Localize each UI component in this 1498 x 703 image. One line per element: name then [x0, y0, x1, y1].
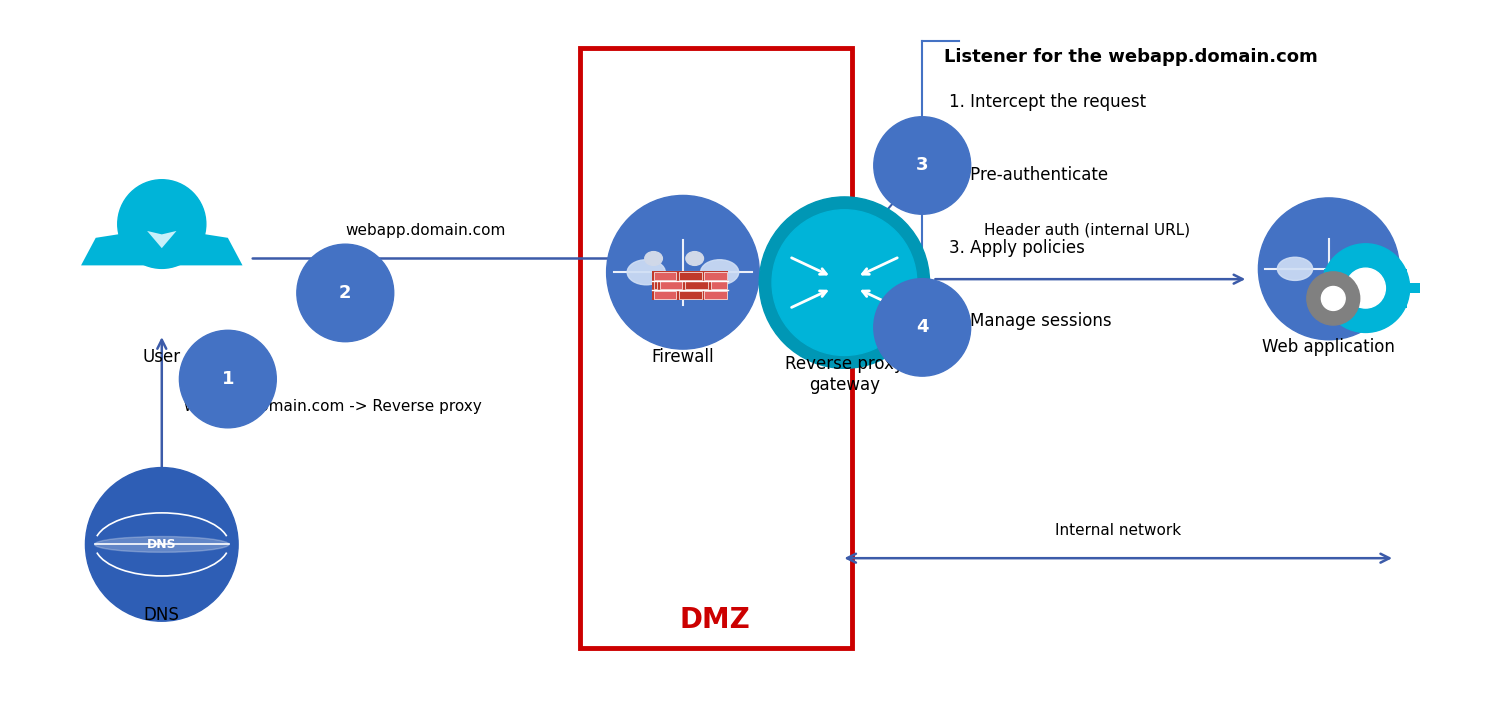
Ellipse shape — [94, 536, 229, 553]
PathPatch shape — [81, 231, 243, 265]
FancyBboxPatch shape — [1324, 269, 1345, 278]
Ellipse shape — [180, 330, 276, 428]
PathPatch shape — [147, 231, 177, 248]
Text: User: User — [142, 348, 181, 366]
FancyBboxPatch shape — [653, 281, 658, 290]
Text: Internal network: Internal network — [1055, 522, 1182, 538]
Ellipse shape — [873, 278, 971, 376]
FancyBboxPatch shape — [712, 281, 727, 290]
Text: 2. Pre-authenticate: 2. Pre-authenticate — [948, 166, 1109, 184]
FancyBboxPatch shape — [652, 271, 728, 299]
Ellipse shape — [1321, 287, 1345, 311]
Text: Firewall: Firewall — [652, 348, 715, 366]
FancyBboxPatch shape — [1387, 298, 1407, 307]
FancyBboxPatch shape — [1311, 283, 1332, 293]
Ellipse shape — [628, 259, 665, 285]
Ellipse shape — [1258, 198, 1399, 340]
Text: webapp.domain.com: webapp.domain.com — [346, 223, 506, 238]
FancyBboxPatch shape — [1387, 269, 1407, 278]
Ellipse shape — [1345, 268, 1386, 308]
Text: Reverse proxy
gateway: Reverse proxy gateway — [785, 355, 903, 394]
Ellipse shape — [1306, 272, 1360, 325]
Text: 4. Manage sessions: 4. Manage sessions — [948, 311, 1112, 330]
FancyBboxPatch shape — [1399, 283, 1420, 293]
Ellipse shape — [686, 252, 704, 265]
Text: 1: 1 — [222, 370, 234, 388]
Text: Web application: Web application — [1263, 337, 1395, 356]
Text: DNS: DNS — [144, 607, 180, 624]
FancyBboxPatch shape — [679, 271, 701, 280]
Ellipse shape — [607, 195, 759, 349]
FancyBboxPatch shape — [1356, 304, 1375, 314]
Text: 1. Intercept the request: 1. Intercept the request — [948, 93, 1146, 111]
Ellipse shape — [771, 209, 917, 356]
Text: DMZ: DMZ — [680, 606, 750, 634]
Text: Header auth (internal URL): Header auth (internal URL) — [984, 223, 1189, 238]
FancyBboxPatch shape — [661, 281, 683, 290]
FancyBboxPatch shape — [704, 291, 727, 299]
Text: Listener for the webapp.domain.com: Listener for the webapp.domain.com — [944, 49, 1318, 66]
Ellipse shape — [1321, 244, 1410, 333]
Text: 2: 2 — [339, 284, 352, 302]
Text: webapp.domain.com -> Reverse proxy: webapp.domain.com -> Reverse proxy — [184, 399, 481, 414]
Ellipse shape — [1345, 257, 1380, 280]
Ellipse shape — [873, 117, 971, 214]
FancyBboxPatch shape — [1356, 263, 1375, 272]
FancyBboxPatch shape — [1324, 298, 1345, 307]
FancyBboxPatch shape — [653, 291, 676, 299]
FancyBboxPatch shape — [704, 271, 727, 280]
Text: 4: 4 — [915, 318, 929, 337]
Ellipse shape — [759, 197, 930, 368]
FancyBboxPatch shape — [686, 281, 709, 290]
Text: DNS: DNS — [147, 538, 177, 551]
Text: 3: 3 — [915, 157, 929, 174]
Ellipse shape — [85, 467, 238, 621]
Ellipse shape — [1278, 257, 1312, 280]
Ellipse shape — [644, 252, 662, 265]
FancyBboxPatch shape — [653, 271, 676, 280]
Ellipse shape — [701, 259, 739, 285]
Ellipse shape — [297, 244, 394, 342]
Text: 3. Apply policies: 3. Apply policies — [948, 239, 1085, 257]
Ellipse shape — [118, 180, 205, 269]
FancyBboxPatch shape — [679, 291, 701, 299]
